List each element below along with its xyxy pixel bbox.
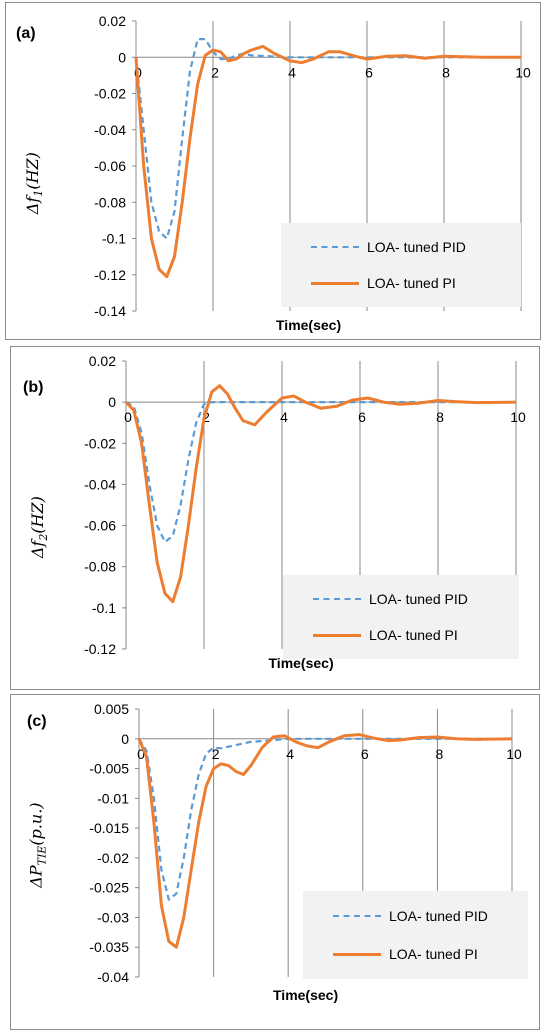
x-tick-label: 10 xyxy=(506,746,522,762)
x-tick-label: 6 xyxy=(361,746,369,762)
legend-swatch xyxy=(313,597,361,600)
x-tick-label: 0 xyxy=(137,746,145,762)
y-tick-label: -0.08 xyxy=(94,194,126,210)
x-tick-label: 6 xyxy=(365,64,373,80)
chart-legend: LOA- tuned PID LOA- tuned PI xyxy=(281,223,521,307)
y-tick-label: -0.02 xyxy=(97,850,129,866)
y-tick-label: -0.035 xyxy=(89,939,129,955)
y-tick-label: 0.02 xyxy=(89,353,116,369)
legend-swatch xyxy=(311,281,359,285)
x-tick-label: 4 xyxy=(288,64,296,80)
y-axis-label-unit: (p.u.) xyxy=(26,802,46,846)
x-axis-label: Time(sec) xyxy=(276,317,342,333)
y-axis-label-sub: TIE xyxy=(35,845,49,866)
x-tick-label: 4 xyxy=(280,409,288,425)
y-tick-label: -0.005 xyxy=(89,761,129,777)
legend-label: LOA- tuned PI xyxy=(389,946,478,963)
y-axis-label-main: Δf xyxy=(27,540,47,559)
x-tick-label: 0 xyxy=(124,409,132,425)
y-tick-label: -0.03 xyxy=(97,909,129,925)
x-tick-label: 2 xyxy=(202,409,210,425)
y-axis-label: Δf2(HZ) xyxy=(28,496,50,558)
y-axis-label-main: Δf xyxy=(22,196,42,215)
y-tick-label: -0.12 xyxy=(84,641,116,657)
y-tick-label: -0.12 xyxy=(94,267,126,283)
y-tick-label: -0.1 xyxy=(92,600,116,616)
y-tick-label: 0 xyxy=(118,49,126,65)
series-line-pi xyxy=(134,44,521,279)
legend-entry: LOA- tuned PID xyxy=(281,237,466,257)
y-axis-label: ΔPTIE(p.u.) xyxy=(26,802,48,887)
y-tick-label: -0.01 xyxy=(97,790,129,806)
panel-label: (b) xyxy=(23,379,44,396)
legend-swatch xyxy=(333,914,381,917)
legend-label: LOA- tuned PID xyxy=(389,907,488,924)
x-tick-label: 8 xyxy=(442,64,450,80)
chart-panel-c: 0.005 0 -0.005 -0.01 -0.015 -0.02 -0.025 -0.03 -… xyxy=(10,694,540,1030)
x-tick-label: 2 xyxy=(211,64,219,80)
chart-legend: LOA- tuned PID LOA- tuned PI xyxy=(303,891,528,979)
chart-svg: 0.020-0.02-0.04-0.06-0.08-0.1-0.12-0.140… xyxy=(94,13,531,319)
legend-swatch xyxy=(333,952,381,956)
legend-entry: LOA- tuned PI xyxy=(283,625,458,645)
y-tick-label: -0.04 xyxy=(97,969,129,985)
legend-entry: LOA- tuned PI xyxy=(281,273,456,293)
x-tick-label: 2 xyxy=(212,746,220,762)
y-tick-label: -0.02 xyxy=(94,86,126,102)
x-tick-label: 10 xyxy=(515,64,531,80)
panel-label: (c) xyxy=(27,713,47,730)
series-line-pi xyxy=(137,733,513,949)
x-axis-label: Time(sec) xyxy=(268,655,334,671)
y-axis-label-unit: (HZ) xyxy=(22,152,42,190)
legend-entry: LOA- tuned PID xyxy=(283,589,468,609)
y-tick-label: -0.06 xyxy=(84,518,116,534)
y-axis-label-sub: 2 xyxy=(37,533,51,541)
legend-swatch xyxy=(311,245,359,248)
y-axis-label-sub: 1 xyxy=(32,189,46,197)
x-tick-label: 8 xyxy=(436,409,444,425)
x-tick-label: 6 xyxy=(358,409,366,425)
y-tick-label: -0.1 xyxy=(102,231,126,247)
panel-label: (a) xyxy=(16,25,36,42)
y-tick-label: -0.02 xyxy=(84,435,116,451)
legend-label: LOA- tuned PID xyxy=(367,238,466,255)
chart-panel-a: 0.02 0 -0.02 -0.04 -0.06 -0.08 -0.1 -0.12 -0.14 0… xyxy=(5,2,541,340)
chart-svg: 0.02 0 -0.02 -0.04 -0.06 -0.08 -0.1 -0.12 0 2 4 6 8 1… xyxy=(84,353,526,657)
y-tick-label: -0.04 xyxy=(84,476,116,492)
y-tick-label: -0.025 xyxy=(89,880,129,896)
legend-entry: LOA- tuned PI xyxy=(303,944,478,964)
series-line-pid xyxy=(134,37,521,240)
y-tick-label: 0.005 xyxy=(94,701,129,717)
chart-legend: LOA- tuned PID LOA- tuned PI xyxy=(283,575,519,659)
legend-label: LOA- tuned PI xyxy=(367,275,456,292)
series-line-pi xyxy=(124,384,517,604)
series-line-pid xyxy=(138,737,512,901)
y-tick-label: -0.14 xyxy=(94,303,126,319)
legend-label: LOA- tuned PID xyxy=(369,590,468,607)
x-tick-label: 8 xyxy=(436,746,444,762)
legend-label: LOA- tuned PI xyxy=(369,627,458,644)
y-tick-label: -0.08 xyxy=(84,559,116,575)
y-tick-label: 0 xyxy=(108,394,116,410)
y-tick-label: 0.02 xyxy=(99,13,126,29)
y-axis-label-unit: (HZ) xyxy=(27,496,47,534)
y-axis-label-main: ΔP xyxy=(26,865,46,888)
x-axis-label: Time(sec) xyxy=(273,987,339,1003)
y-tick-label: -0.04 xyxy=(94,122,126,138)
y-axis-label: Δf1(HZ) xyxy=(23,152,45,214)
chart-panel-b: 0.02 0 -0.02 -0.04 -0.06 -0.08 -0.1 -0.12 0 2 4 6 8 1… xyxy=(10,346,540,690)
series-line-pid xyxy=(125,400,516,544)
legend-entry: LOA- tuned PID xyxy=(303,906,488,926)
y-tick-label: -0.06 xyxy=(94,158,126,174)
legend-swatch xyxy=(313,633,361,637)
x-tick-label: 10 xyxy=(510,409,526,425)
x-tick-label: 4 xyxy=(286,746,294,762)
y-tick-label: 0 xyxy=(121,731,129,747)
y-tick-label: -0.015 xyxy=(89,820,129,836)
